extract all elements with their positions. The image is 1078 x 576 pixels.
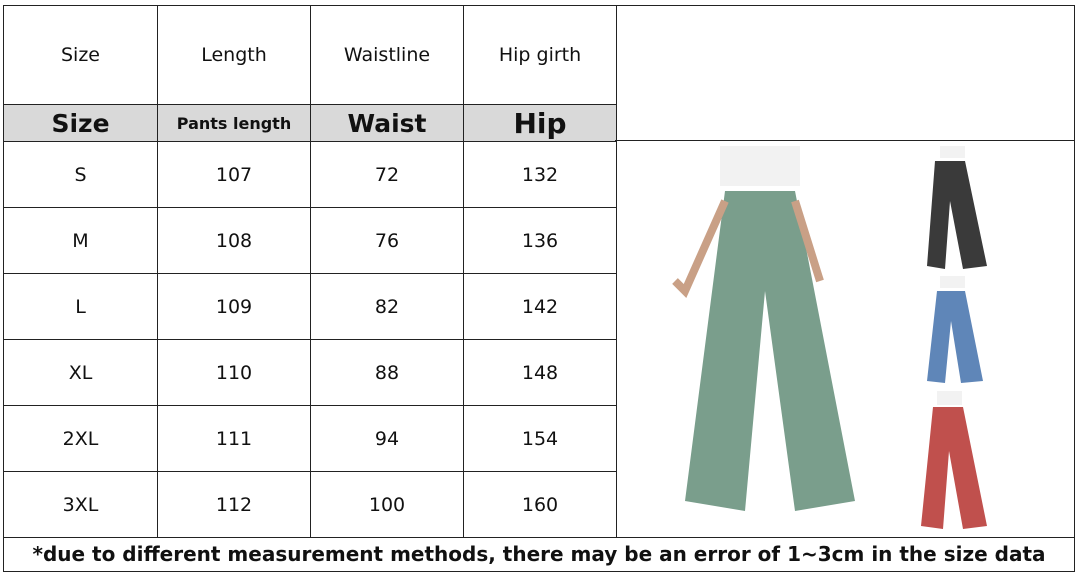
size-row: L 109 82 142 <box>3 273 617 340</box>
size-row: 3XL 112 100 160 <box>3 471 617 538</box>
main-model-photo <box>672 146 855 511</box>
black-variant-photo <box>927 146 987 269</box>
size-cell: 136 <box>463 207 617 274</box>
subheader-cell: Pants length <box>157 104 311 142</box>
product-photos <box>615 141 1075 537</box>
subheader-cell: Waist <box>310 104 464 142</box>
blue-variant-photo <box>927 276 983 383</box>
size-row: M 108 76 136 <box>3 207 617 274</box>
red-variant-photo <box>921 391 987 529</box>
subheader-row: Size Pants length Waist Hip <box>3 104 617 142</box>
size-cell: 110 <box>157 339 311 406</box>
header-cell: Length <box>157 5 311 105</box>
header-cell: Size <box>3 5 158 105</box>
size-cell: 154 <box>463 405 617 472</box>
subheader-cell: Size <box>3 104 158 142</box>
subheader-cell: Hip <box>463 104 617 142</box>
size-cell: 111 <box>157 405 311 472</box>
size-cell: 142 <box>463 273 617 340</box>
size-cell: 88 <box>310 339 464 406</box>
size-table: Size Length Waistline Hip girth Size Pan… <box>3 5 617 538</box>
size-cell: 3XL <box>3 471 158 538</box>
size-cell: S <box>3 141 158 208</box>
size-cell: M <box>3 207 158 274</box>
size-cell: L <box>3 273 158 340</box>
header-cell: Hip girth <box>463 5 617 105</box>
size-cell: 108 <box>157 207 311 274</box>
size-cell: 2XL <box>3 405 158 472</box>
size-cell: 148 <box>463 339 617 406</box>
size-cell: 132 <box>463 141 617 208</box>
size-row: XL 110 88 148 <box>3 339 617 406</box>
size-cell: 82 <box>310 273 464 340</box>
size-cell: 109 <box>157 273 311 340</box>
header-cell: Waistline <box>310 5 464 105</box>
size-cell: 100 <box>310 471 464 538</box>
size-cell: 76 <box>310 207 464 274</box>
size-cell: 107 <box>157 141 311 208</box>
size-row: S 107 72 132 <box>3 141 617 208</box>
size-cell: 160 <box>463 471 617 538</box>
size-cell: 112 <box>157 471 311 538</box>
header-row: Size Length Waistline Hip girth <box>3 5 617 105</box>
size-cell: 72 <box>310 141 464 208</box>
footnote: *due to different measurement methods, t… <box>3 537 1075 572</box>
size-cell: 94 <box>310 405 464 472</box>
top-blank-box <box>615 5 1075 141</box>
size-row: 2XL 111 94 154 <box>3 405 617 472</box>
size-cell: XL <box>3 339 158 406</box>
